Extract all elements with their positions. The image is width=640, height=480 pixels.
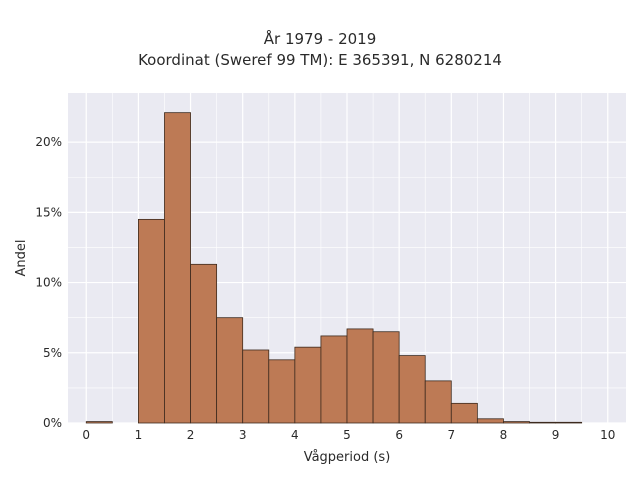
- histogram-bar: [450, 402, 478, 424]
- histogram-bar: [216, 317, 244, 424]
- x-tick-label: 9: [552, 428, 560, 442]
- x-tick-label: 8: [500, 428, 508, 442]
- x-tick-label: 4: [291, 428, 299, 442]
- histogram-bar: [268, 359, 296, 424]
- x-tick-label: 2: [187, 428, 195, 442]
- x-tick-label: 0: [82, 428, 90, 442]
- histogram-bar: [372, 331, 400, 424]
- histogram-bar: [424, 380, 452, 424]
- x-tick-label: 3: [239, 428, 247, 442]
- y-tick-label: 10%: [35, 276, 62, 290]
- y-tick-label: 15%: [35, 205, 62, 219]
- y-tick-label: 5%: [43, 346, 62, 360]
- x-tick-label: 6: [395, 428, 403, 442]
- histogram-bar: [138, 218, 165, 424]
- y-tick-label: 20%: [35, 135, 62, 149]
- chart-title: År 1979 - 2019: [263, 30, 377, 48]
- histogram-bar: [529, 421, 556, 424]
- histogram-bar: [346, 328, 374, 424]
- histogram-bar: [242, 349, 270, 424]
- histogram-bar: [85, 421, 113, 424]
- histogram-bar: [398, 355, 426, 424]
- x-axis-label: Vågperiod (s): [304, 450, 391, 465]
- x-tick-label: 5: [343, 428, 351, 442]
- x-tick-label: 10: [600, 428, 615, 442]
- x-tick-label: 7: [447, 428, 455, 442]
- y-tick-label: 0%: [43, 416, 62, 430]
- x-tick-label: 1: [135, 428, 143, 442]
- histogram-bar: [476, 418, 504, 424]
- histogram-bar: [503, 421, 530, 424]
- y-axis-label: Andel: [14, 240, 29, 277]
- histogram-bar: [555, 421, 583, 424]
- histogram-bar: [320, 335, 348, 424]
- histogram-bar: [190, 263, 218, 424]
- chart-subtitle: Koordinat (Sweref 99 TM): E 365391, N 62…: [138, 51, 502, 69]
- histogram-bar: [164, 112, 191, 424]
- histogram-bar: [294, 346, 322, 424]
